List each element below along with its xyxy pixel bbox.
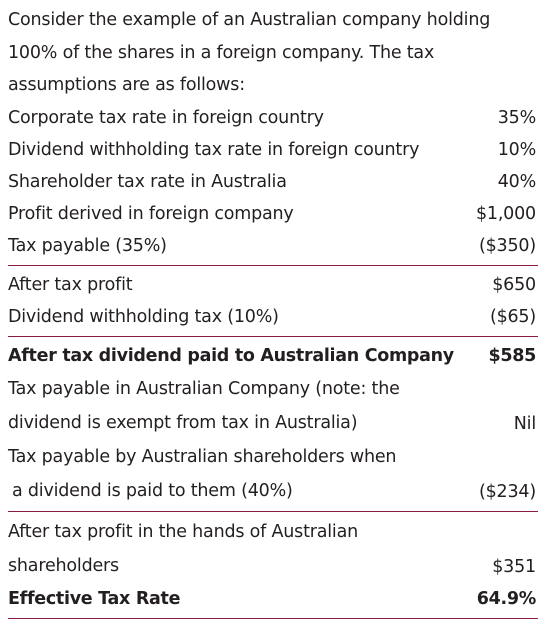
row-label: Tax payable in Australian Company (note:…	[8, 372, 400, 440]
after-tax-hands-row: After tax profit in the hands of Austral…	[8, 515, 538, 583]
row-label-line: Tax payable by Australian shareholders w…	[8, 446, 397, 467]
row-label: Dividend withholding tax (10%)	[8, 306, 279, 327]
row-label: Effective Tax Rate	[8, 588, 181, 609]
row-label: After tax dividend paid to Australian Co…	[8, 345, 454, 366]
row-value: ($350)	[479, 235, 536, 256]
divider	[8, 335, 538, 337]
row-label: Tax payable by Australian shareholders w…	[8, 440, 397, 508]
row-label: Tax payable (35%)	[8, 235, 167, 256]
row-label: After tax profit in the hands of Austral…	[8, 515, 358, 583]
assumption-row: Corporate tax rate in foreign country 35…	[8, 102, 538, 134]
assumption-row: Shareholder tax rate in Australia 40%	[8, 166, 538, 198]
row-label-line: a dividend is paid to them (40%)	[12, 480, 293, 501]
row-label-line: dividend is exempt from tax in Australia…	[8, 412, 358, 433]
row-value: $585	[488, 345, 536, 366]
row-value: $351	[492, 556, 536, 577]
row-label: Corporate tax rate in foreign country	[8, 107, 324, 128]
row-label: Shareholder tax rate in Australia	[8, 171, 287, 192]
row-value: 40%	[497, 171, 536, 192]
row-label: Dividend withholding tax rate in foreign…	[8, 139, 420, 160]
dividend-paid-row: After tax dividend paid to Australian Co…	[8, 340, 538, 372]
row-value: 10%	[497, 139, 536, 160]
intro-paragraph: Consider the example of an Australian co…	[8, 10, 491, 95]
assumption-row: Dividend withholding tax rate in foreign…	[8, 134, 538, 166]
row-label: After tax profit	[8, 274, 133, 295]
row-value: $650	[492, 274, 536, 295]
tax-au-shareholders-row: Tax payable by Australian shareholders w…	[8, 440, 538, 508]
row-value: ($234)	[479, 481, 536, 502]
row-value: 35%	[497, 107, 536, 128]
row-label-line: After tax profit in the hands of Austral…	[8, 521, 358, 542]
divider	[8, 510, 538, 512]
tax-au-company-row: Tax payable in Australian Company (note:…	[8, 372, 538, 440]
row-value: ($65)	[489, 306, 536, 327]
assumption-row: Profit derived in foreign company $1,000	[8, 198, 538, 230]
after-tax-row: After tax profit $650	[8, 269, 538, 301]
row-label: Profit derived in foreign company	[8, 203, 294, 224]
assumption-row: Tax payable (35%) ($350)	[8, 230, 538, 262]
after-tax-row: Dividend withholding tax (10%) ($65)	[8, 301, 538, 333]
row-label-line: Tax payable in Australian Company (note:…	[8, 378, 400, 399]
row-value: 64.9%	[476, 588, 537, 609]
divider	[8, 617, 538, 619]
row-label-line: shareholders	[8, 555, 119, 576]
divider	[8, 264, 538, 266]
effective-tax-rate-row: Effective Tax Rate 64.9%	[8, 583, 538, 615]
row-value: Nil	[513, 413, 536, 434]
row-value: $1,000	[475, 203, 536, 224]
